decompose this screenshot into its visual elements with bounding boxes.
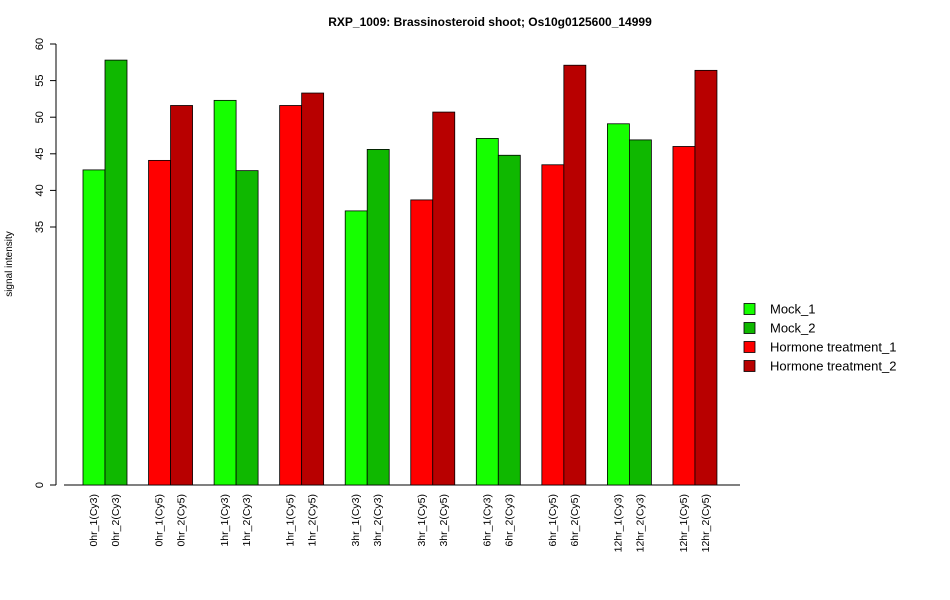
legend-label: Hormone treatment_1 [770, 340, 896, 355]
x-tick-label: 6hr_1(Cy5) [547, 494, 559, 547]
legend: Mock_1 Mock_2 Hormone treatment_1 Hormone t… [743, 302, 896, 374]
bar [82, 169, 106, 486]
x-tick-label: 0hr_1(Cy5) [154, 494, 166, 547]
bar [497, 154, 521, 486]
y-tick-label: 55 [34, 74, 46, 86]
y-tick-label: 0 [34, 482, 46, 488]
bar [235, 170, 259, 486]
legend-swatch [743, 341, 756, 353]
bar [541, 164, 565, 486]
y-tick-label: 60 [34, 38, 46, 50]
y-tick-label: 45 [34, 148, 46, 160]
bar [170, 105, 193, 486]
x-tick-label: 3hr_2(Cy5) [438, 494, 450, 547]
bar [301, 92, 325, 486]
x-tick-label: 3hr_1(Cy3) [350, 494, 362, 547]
bar [475, 138, 499, 486]
bar [607, 123, 630, 486]
x-tick-label: 6hr_2(Cy3) [503, 494, 515, 547]
y-axis-label: signal intensity [4, 231, 15, 297]
x-tick-label: 1hr_1(Cy5) [285, 494, 297, 547]
y-tick-label: 50 [34, 111, 46, 123]
x-tick-label: 3hr_2(Cy3) [372, 494, 384, 547]
bar [279, 105, 303, 486]
legend-label: Mock_2 [770, 321, 816, 336]
x-tick-label: 12hr_1(Cy3) [612, 494, 624, 552]
x-tick-label: 0hr_2(Cy3) [110, 494, 122, 547]
bar [213, 99, 237, 486]
y-tick-label: 35 [34, 221, 46, 233]
x-tick-label: 6hr_1(Cy3) [481, 494, 493, 547]
x-tick-label: 1hr_2(Cy3) [241, 494, 253, 547]
bar [694, 69, 718, 486]
x-tick-label: 0hr_2(Cy5) [176, 494, 188, 547]
bar [148, 159, 171, 486]
x-tick-label: 1hr_1(Cy3) [219, 494, 231, 547]
x-tick-label: 12hr_2(Cy5) [700, 494, 712, 552]
x-tick-label: 12hr_1(Cy5) [678, 494, 690, 552]
legend-swatch [743, 322, 756, 334]
legend-label: Mock_1 [770, 302, 816, 317]
bar [366, 149, 390, 486]
x-tick-label: 1hr_2(Cy5) [307, 494, 319, 547]
bar [563, 64, 587, 486]
bar [629, 139, 652, 486]
legend-swatch [743, 360, 756, 372]
bar [432, 111, 456, 486]
bar [344, 210, 368, 486]
legend-label: Hormone treatment_2 [770, 359, 896, 374]
legend-swatch [743, 303, 756, 315]
bars-group [64, 59, 740, 486]
x-tick-label: 6hr_2(Cy5) [569, 494, 581, 547]
bar [672, 146, 696, 486]
x-tick-label: 12hr_2(Cy3) [634, 494, 646, 552]
x-tick-labels: 0hr_1(Cy3) 0hr_2(Cy3) 0hr_1(Cy5) 0hr_2(Cy5)… [88, 494, 712, 552]
y-axis: 0 35 40 45 50 55 60 [34, 38, 57, 488]
y-tick-label: 40 [34, 184, 46, 196]
x-tick-label: 3hr_1(Cy5) [416, 494, 428, 547]
chart-title: RXP_1009: Brassinosteroid shoot; Os10g01… [328, 15, 652, 29]
x-tick-label: 0hr_1(Cy3) [88, 494, 100, 547]
bar [104, 59, 128, 486]
bar [410, 199, 434, 486]
